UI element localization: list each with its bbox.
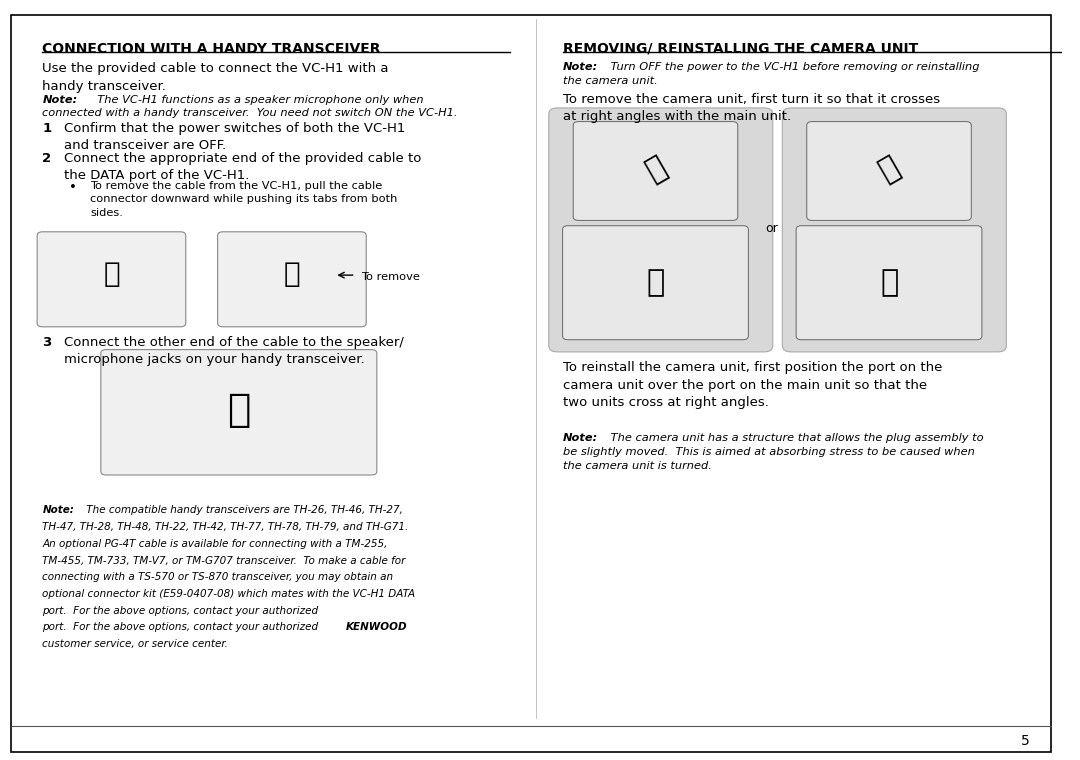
Text: customer service, or service center.: customer service, or service center. [42,639,228,649]
Text: Note:: Note: [42,95,78,105]
Text: connected with a handy transceiver.  You need not switch ON the VC-H1.: connected with a handy transceiver. You … [42,108,458,118]
FancyBboxPatch shape [807,122,971,220]
Text: 2: 2 [42,152,52,165]
Text: Note:: Note: [563,433,597,443]
Text: •: • [69,181,77,194]
Text: To remove the camera unit, first turn it so that it crosses
at right angles with: To remove the camera unit, first turn it… [563,93,940,123]
Text: The VC-H1 functions as a speaker microphone only when: The VC-H1 functions as a speaker microph… [91,95,423,105]
Text: Turn OFF the power to the VC-H1 before removing or reinstalling: Turn OFF the power to the VC-H1 before r… [607,62,980,72]
Text: Connect the other end of the cable to the speaker/
microphone jacks on your hand: Connect the other end of the cable to th… [64,336,404,366]
Text: REMOVING/ REINSTALLING THE CAMERA UNIT: REMOVING/ REINSTALLING THE CAMERA UNIT [563,42,918,55]
Text: 📷: 📷 [104,260,120,287]
Text: To reinstall the camera unit, first position the port on the
camera unit over th: To reinstall the camera unit, first posi… [563,361,942,409]
Text: port.  For the above options, contact your authorized: port. For the above options, contact you… [42,622,322,632]
Text: optional connector kit (E59-0407-08) which mates with the VC-H1 DATA: optional connector kit (E59-0407-08) whi… [42,589,416,599]
Text: 3: 3 [42,336,52,349]
Text: To remove: To remove [361,272,420,283]
Text: connecting with a TS-570 or TS-870 transceiver, you may obtain an: connecting with a TS-570 or TS-870 trans… [42,572,393,582]
Text: 5: 5 [1021,734,1029,748]
Text: 📷: 📷 [640,151,671,186]
Text: To remove the cable from the VC-H1, pull the cable
connector downward while push: To remove the cable from the VC-H1, pull… [91,181,397,218]
FancyBboxPatch shape [37,232,186,327]
Text: 📷: 📷 [875,151,905,186]
FancyBboxPatch shape [782,108,1007,352]
Text: Confirm that the power switches of both the VC-H1
and transceiver are OFF.: Confirm that the power switches of both … [64,122,405,152]
FancyBboxPatch shape [217,232,366,327]
Text: Note:: Note: [563,62,597,72]
Text: the camera unit.: the camera unit. [563,76,658,86]
FancyBboxPatch shape [549,108,773,352]
Text: the camera unit is turned.: the camera unit is turned. [563,461,712,470]
Text: be slightly moved.  This is aimed at absorbing stress to be caused when: be slightly moved. This is aimed at abso… [563,447,974,457]
Text: TH-47, TH-28, TH-48, TH-22, TH-42, TH-77, TH-78, TH-79, and TH-G71.: TH-47, TH-28, TH-48, TH-22, TH-42, TH-77… [42,522,408,532]
Text: 📷: 📷 [647,268,665,297]
Text: KENWOOD: KENWOOD [346,622,407,632]
Text: 📷: 📷 [880,268,899,297]
FancyBboxPatch shape [573,122,738,220]
FancyBboxPatch shape [563,226,748,340]
Text: Connect the appropriate end of the provided cable to
the DATA port of the VC-H1.: Connect the appropriate end of the provi… [64,152,421,182]
Text: 📷: 📷 [284,260,300,287]
Text: Use the provided cable to connect the VC-H1 with a
handy transceiver.: Use the provided cable to connect the VC… [42,62,389,93]
Text: CONNECTION WITH A HANDY TRANSCEIVER: CONNECTION WITH A HANDY TRANSCEIVER [42,42,381,55]
Text: Note:: Note: [42,505,75,515]
Text: TM-455, TM-733, TM-V7, or TM-G707 transceiver.  To make a cable for: TM-455, TM-733, TM-V7, or TM-G707 transc… [42,556,406,565]
FancyBboxPatch shape [796,226,982,340]
Text: An optional PG-4T cable is available for connecting with a TM-255,: An optional PG-4T cable is available for… [42,539,388,549]
Text: The compatible handy transceivers are TH-26, TH-46, TH-27,: The compatible handy transceivers are TH… [83,505,403,515]
Text: or: or [766,221,778,235]
Text: 1: 1 [42,122,52,135]
Text: The camera unit has a structure that allows the plug assembly to: The camera unit has a structure that all… [607,433,984,443]
Text: port.  For the above options, contact your authorized: port. For the above options, contact you… [42,606,322,616]
FancyBboxPatch shape [100,350,377,475]
Text: 📻: 📻 [227,391,251,429]
